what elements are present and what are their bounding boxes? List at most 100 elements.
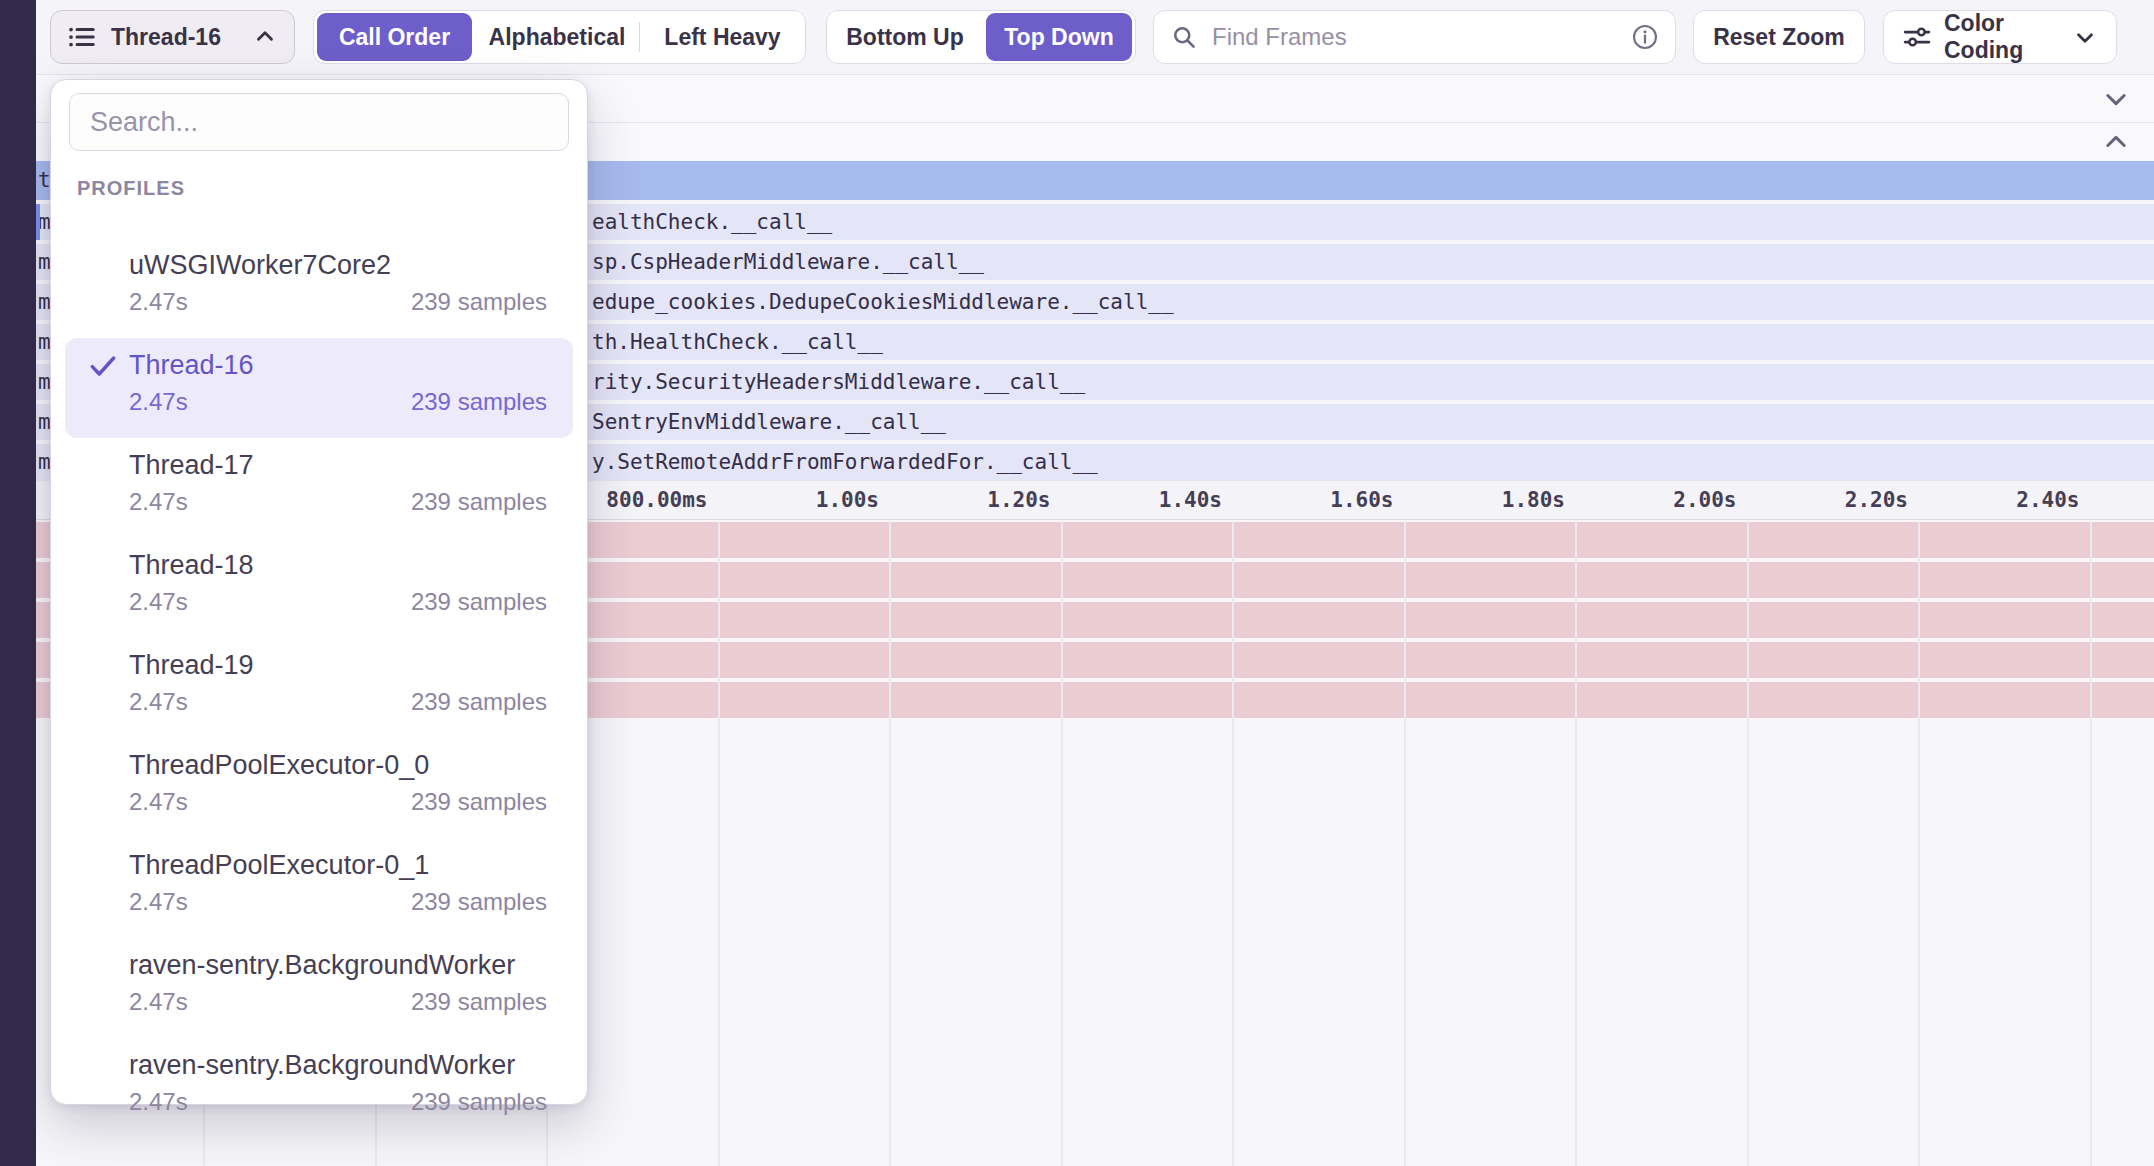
find-frames-input[interactable]: [1210, 22, 1619, 52]
profile-duration: 2.47s: [129, 488, 188, 516]
profiles-list: uWSGIWorker7Core2 2.47s 239 samples Thre…: [51, 238, 587, 1138]
app-sidebar-edge: [0, 0, 36, 1166]
profile-duration: 2.47s: [129, 588, 188, 616]
time-gridline: [889, 521, 891, 1166]
time-gridline: [1232, 521, 1234, 1166]
axis-tick-label: 800.00ms: [606, 480, 707, 520]
color-coding-label: Color Coding: [1944, 10, 2060, 64]
profile-duration: 2.47s: [129, 388, 188, 416]
frame-left-accent: [36, 204, 40, 240]
profile-duration: 2.47s: [129, 688, 188, 716]
time-gridline: [1918, 521, 1920, 1166]
bottom-up-button[interactable]: Bottom Up: [827, 11, 983, 63]
profile-name: uWSGIWorker7Core2: [129, 248, 547, 282]
frame-label: y.SetRemoteAddrFromForwardedFor.__call__: [592, 444, 1098, 480]
profile-name: Thread-16: [129, 348, 547, 382]
axis-tick-label: 2.20s: [1845, 480, 1908, 520]
profile-duration: 2.47s: [129, 788, 188, 816]
profile-name: Thread-17: [129, 448, 547, 482]
time-gridline: [1575, 521, 1577, 1166]
profile-list-item[interactable]: Thread-16 2.47s 239 samples: [65, 338, 573, 438]
axis-tick-label: 2.00s: [1673, 480, 1736, 520]
sliders-icon: [1902, 22, 1932, 52]
profile-samples: 239 samples: [411, 888, 547, 916]
time-gridline: [1404, 521, 1406, 1166]
profile-name: ThreadPoolExecutor-0_1: [129, 848, 547, 882]
axis-tick-label: 1.60s: [1330, 480, 1393, 520]
profile-list-item[interactable]: ThreadPoolExecutor-0_1 2.47s 239 samples: [65, 838, 573, 938]
direction-group: Bottom Up Top Down: [826, 10, 1136, 64]
search-icon: [1170, 23, 1198, 51]
chevron-up-icon: [252, 24, 278, 50]
profile-duration: 2.47s: [129, 988, 188, 1016]
profile-samples: 239 samples: [411, 688, 547, 716]
profile-name: raven-sentry.BackgroundWorker: [129, 1048, 547, 1082]
profile-samples: 239 samples: [411, 488, 547, 516]
thread-dropdown-panel: PROFILES uWSGIWorker7Core2 2.47s 239 sam…: [50, 79, 588, 1105]
chevron-up-icon[interactable]: [2102, 128, 2130, 156]
axis-tick-label: 1.40s: [1159, 480, 1222, 520]
profiler-flamegraph-app: t m ealthCheck.__call__ m sp.CspHeaderMi…: [0, 0, 2154, 1166]
reset-zoom-label: Reset Zoom: [1713, 24, 1845, 51]
profile-duration: 2.47s: [129, 1088, 188, 1116]
frame-edge-char: m: [38, 284, 51, 320]
profiles-section-label: PROFILES: [77, 177, 587, 200]
frame-edge-char: m: [38, 244, 51, 280]
dropdown-search-input[interactable]: [88, 106, 550, 139]
profile-name: Thread-19: [129, 648, 547, 682]
axis-tick-label: 1.80s: [1502, 480, 1565, 520]
color-coding-button[interactable]: Color Coding: [1883, 10, 2117, 64]
frame-label: th.HealthCheck.__call__: [592, 324, 883, 360]
profile-samples: 239 samples: [411, 288, 547, 316]
profile-list-item[interactable]: ThreadPoolExecutor-0_0 2.47s 239 samples: [65, 738, 573, 838]
frame-label: SentryEnvMiddleware.__call__: [592, 404, 946, 440]
time-gridline: [718, 521, 720, 1166]
axis-tick-label: 1.00s: [816, 480, 879, 520]
profile-list-item[interactable]: Thread-19 2.47s 239 samples: [65, 638, 573, 738]
time-gridline: [1061, 521, 1063, 1166]
axis-tick-label: 1.20s: [987, 480, 1050, 520]
profile-duration: 2.47s: [129, 888, 188, 916]
sort-left-heavy-button[interactable]: Left Heavy: [640, 11, 805, 63]
time-gridline: [1747, 521, 1749, 1166]
find-frames-box: [1153, 10, 1676, 64]
axis-tick-label: 2.40s: [2016, 480, 2079, 520]
list-icon: [67, 22, 97, 52]
profile-samples: 239 samples: [411, 1088, 547, 1116]
info-icon[interactable]: [1631, 23, 1659, 51]
profile-list-item[interactable]: uWSGIWorker7Core2 2.47s 239 samples: [65, 238, 573, 338]
profile-duration: 2.47s: [129, 288, 188, 316]
chevron-down-icon: [2072, 24, 2098, 50]
time-gridline: [2090, 521, 2092, 1166]
frame-edge-char: m: [38, 364, 51, 400]
frame-edge-char: t: [38, 161, 51, 200]
checkmark-icon: [87, 350, 119, 386]
dropdown-search-box: [69, 93, 569, 151]
profile-samples: 239 samples: [411, 788, 547, 816]
sort-mode-group: Call Order Alphabetical Left Heavy: [313, 10, 806, 64]
profile-list-item[interactable]: raven-sentry.BackgroundWorker 2.47s 239 …: [65, 1038, 573, 1138]
profile-samples: 239 samples: [411, 588, 547, 616]
frame-label: sp.CspHeaderMiddleware.__call__: [592, 244, 984, 280]
profile-samples: 239 samples: [411, 388, 547, 416]
frame-edge-char: m: [38, 444, 51, 480]
profile-list-item[interactable]: raven-sentry.BackgroundWorker 2.47s 239 …: [65, 938, 573, 1038]
sort-call-order-button[interactable]: Call Order: [317, 13, 472, 61]
thread-selector-label: Thread-16: [111, 24, 221, 51]
thread-selector-button[interactable]: Thread-16: [50, 10, 295, 64]
profile-samples: 239 samples: [411, 988, 547, 1016]
profile-name: ThreadPoolExecutor-0_0: [129, 748, 547, 782]
chevron-down-icon[interactable]: [2102, 85, 2130, 113]
frame-label: edupe_cookies.DedupeCookiesMiddleware.__…: [592, 284, 1174, 320]
frame-label: rity.SecurityHeadersMiddleware.__call__: [592, 364, 1085, 400]
reset-zoom-button[interactable]: Reset Zoom: [1693, 10, 1865, 64]
sort-alphabetical-button[interactable]: Alphabetical: [475, 11, 639, 63]
top-down-button[interactable]: Top Down: [986, 13, 1132, 61]
frame-edge-char: m: [38, 404, 51, 440]
profile-list-item[interactable]: Thread-18 2.47s 239 samples: [65, 538, 573, 638]
frame-edge-char: m: [38, 324, 51, 360]
frame-label: ealthCheck.__call__: [592, 204, 832, 240]
profile-name: Thread-18: [129, 548, 547, 582]
profile-list-item[interactable]: Thread-17 2.47s 239 samples: [65, 438, 573, 538]
profile-name: raven-sentry.BackgroundWorker: [129, 948, 547, 982]
